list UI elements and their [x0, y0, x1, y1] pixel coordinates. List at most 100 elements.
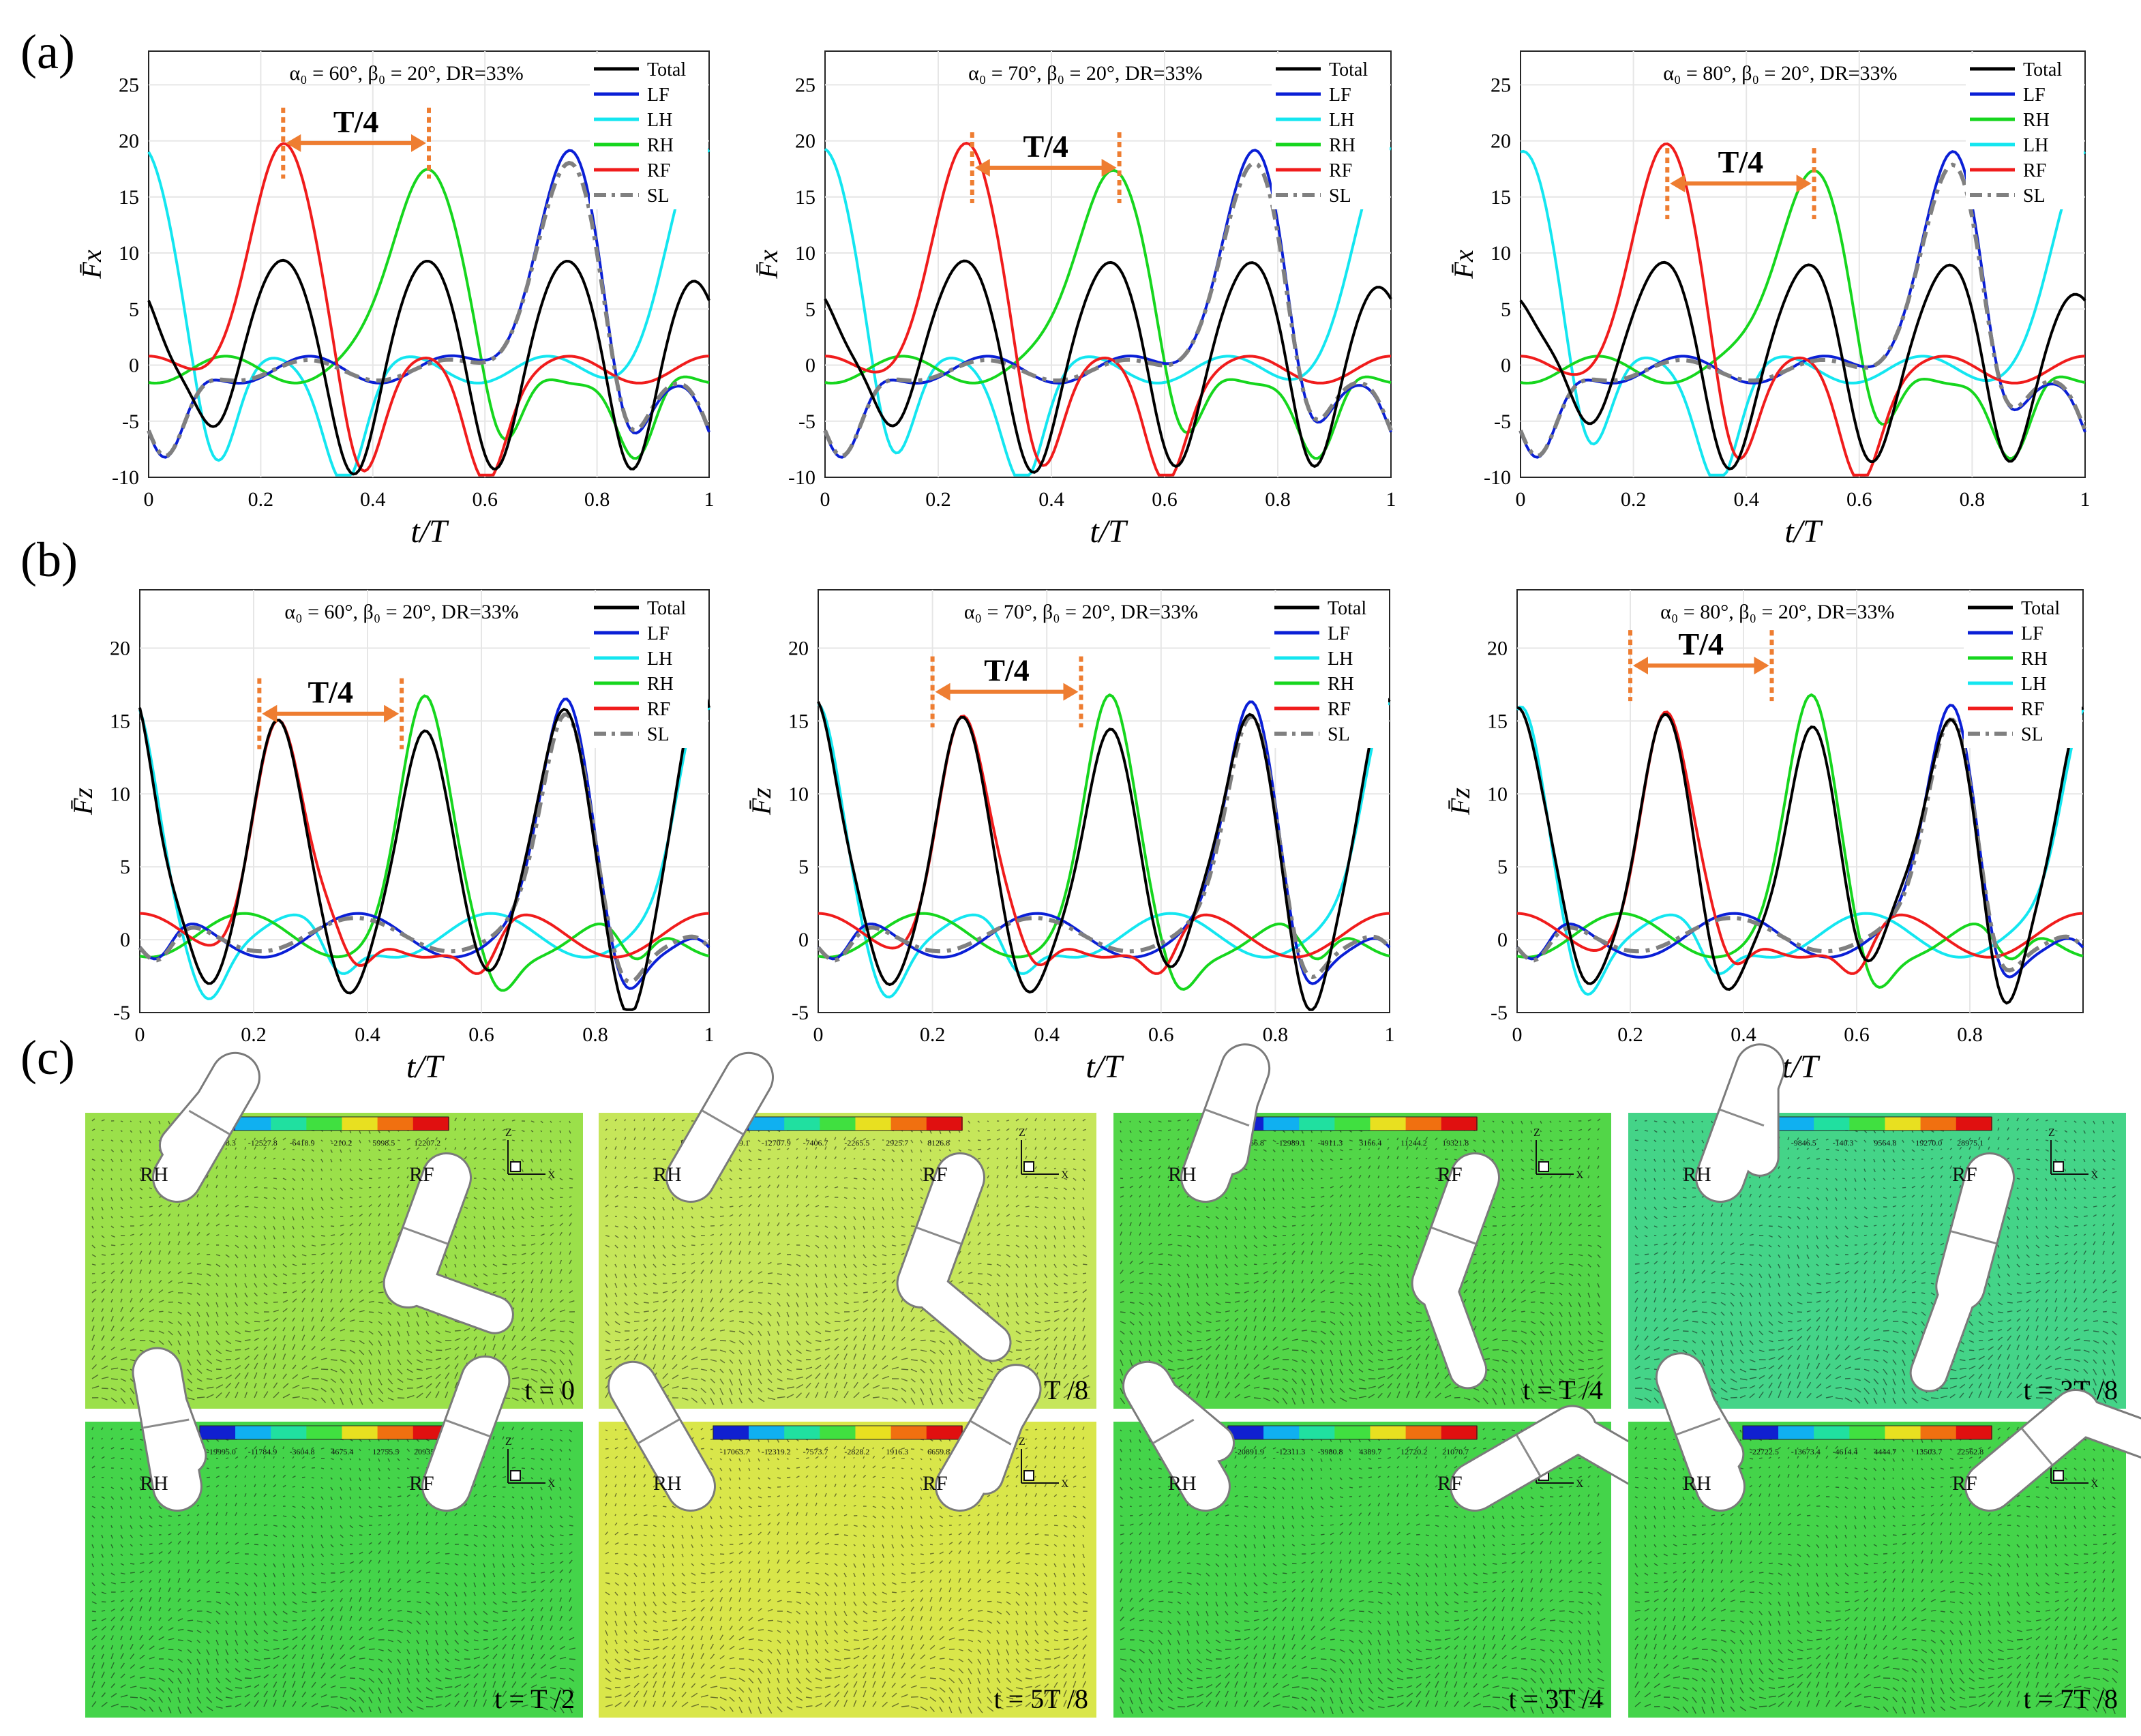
t4-arrowhead-left [974, 159, 990, 177]
x-tick-label: 1 [704, 1023, 715, 1046]
y-tick-label: 15 [119, 186, 139, 209]
flow-snapshots: P:-18838.3-12527.8-6418.9-210.25998.5122… [85, 1043, 2141, 1718]
y-tick-label: 10 [1487, 783, 1508, 805]
x-tick-label: 1 [2080, 488, 2091, 511]
colorbar-tick-label: 6659.8 [927, 1447, 950, 1456]
rf-leg-shank [2058, 1396, 2141, 1456]
x-tick-label: 0.8 [1265, 488, 1291, 511]
colorbar-tick-label: 12207.2 [414, 1138, 440, 1148]
series-rf-line [139, 719, 710, 975]
origin-box [510, 1161, 521, 1172]
legend-box [1272, 54, 1390, 209]
rf-leg-thigh [1413, 1154, 1498, 1307]
rh-leg-joint-line [1676, 1418, 1721, 1436]
x-axis-label: t/T [410, 513, 449, 550]
y-tick-label: 5 [129, 298, 139, 320]
x-axis-label: X [1061, 1169, 1069, 1181]
colorbar-tick-label: 9564.8 [1874, 1138, 1896, 1148]
x-axis-label: X [548, 1478, 556, 1490]
colorbar-tick-label: -210.2 [331, 1138, 352, 1148]
rf-leg-joint-line [403, 1227, 448, 1245]
colorbar-segment [1956, 1117, 1992, 1131]
x-axis-label: X [1576, 1169, 1584, 1181]
colorbar-segment [1441, 1117, 1478, 1131]
colorbar-tick-label: 5998.5 [372, 1138, 395, 1148]
z-axis-label: Z [1019, 1127, 1025, 1139]
y-axis-label: F̄z [68, 788, 98, 815]
y-tick-label: 5 [1501, 298, 1511, 320]
colorbar-segment [1778, 1117, 1815, 1131]
x-tick-label: 0.2 [1621, 488, 1647, 511]
leg-label-right: RF [1437, 1472, 1463, 1495]
t4-label: T/4 [1718, 145, 1763, 179]
colorbar-segment [1334, 1426, 1371, 1439]
x-tick-label: 0.6 [1152, 488, 1178, 511]
t4-arrowhead-left [286, 134, 301, 152]
colorbar-segment [342, 1117, 378, 1131]
origin-box [2053, 1161, 2064, 1172]
velocity-vectors [605, 1426, 1088, 1714]
t4-arrowhead-left [1670, 175, 1686, 193]
x-axis-label: t/T [406, 1049, 445, 1085]
y-tick-label: 20 [110, 638, 130, 660]
legend-entry: Total [1329, 59, 1368, 80]
colorbar-tick-label: -7406.7 [803, 1138, 828, 1148]
legend-entry: LF [2023, 85, 2046, 106]
colorbar-segment [1920, 1426, 1957, 1439]
leg-label-right: RF [409, 1472, 434, 1495]
leg-label-left: RH [653, 1472, 682, 1495]
colorbar-tick-label: 8126.8 [927, 1138, 950, 1148]
leg-label-right: RF [923, 1472, 948, 1495]
series-rf-line [1520, 142, 2086, 477]
x-tick-label: 0.2 [1617, 1023, 1643, 1046]
rh-leg-joint-line [1720, 1109, 1765, 1127]
colorbar-segment [1742, 1426, 1780, 1439]
legend-entry: RH [2023, 110, 2050, 131]
panel-label-a: (a) [20, 25, 75, 79]
y-tick-label: -5 [1494, 410, 1511, 433]
rf-leg-thigh [1452, 1407, 1596, 1510]
leg-label-right: RF [409, 1163, 434, 1186]
y-tick-label: 20 [788, 638, 809, 660]
colorbar-tick-label: 19321.8 [1442, 1138, 1469, 1148]
colorbar-segment [784, 1117, 821, 1131]
y-tick-label: 10 [119, 242, 139, 265]
origin-box [1023, 1470, 1034, 1481]
x-tick-label: 0 [813, 1023, 824, 1046]
colorbar-segment [1334, 1117, 1371, 1131]
chart-a2: 0 0.2 0.4 0.6 0.8 1 -10 -5 0 5 10 15 20 25 t/T F̄x T/4 α₀… [753, 50, 1396, 550]
x-tick-label: 0 [1512, 1023, 1523, 1046]
x-tick-label: 0 [135, 1023, 145, 1046]
rf-leg-thigh [1937, 1154, 2013, 1310]
panel-label-b: (b) [20, 533, 78, 587]
colorbar-segment [235, 1117, 272, 1131]
snapshot-3: P:-19559.8-9846.5-140.39564.819270.02897… [1628, 1043, 2126, 1409]
rf-leg-thigh [898, 1154, 983, 1307]
colorbar-segment [199, 1426, 237, 1439]
legend-entry: SL [647, 724, 670, 745]
rh-leg-shank [615, 1368, 695, 1480]
colorbar-segment [1885, 1426, 1921, 1439]
colorbar-segment [342, 1426, 378, 1439]
colorbar-tick-label: 1916.3 [886, 1447, 908, 1456]
legend-box [590, 593, 708, 748]
colorbar-tick-label: -6418.9 [290, 1138, 315, 1148]
series-sl-line [823, 161, 1393, 458]
colorbar-segment [1956, 1426, 1992, 1439]
x-axis-label: X [2091, 1169, 2099, 1181]
colorbar-tick-label: 12720.2 [1401, 1447, 1427, 1456]
t4-arrowhead-right [1796, 175, 1812, 193]
rh-leg-joint-line [1153, 1418, 1195, 1444]
colorbar-segment [1885, 1117, 1921, 1131]
colorbar-tick-label: 4389.7 [1359, 1447, 1381, 1456]
colorbar-segment [890, 1426, 927, 1439]
x-tick-label: 0.2 [920, 1023, 946, 1046]
series-total-line [138, 688, 710, 1011]
rf-leg-shank [391, 1266, 512, 1332]
y-tick-label: -10 [112, 466, 139, 489]
snapshot-time-label: t = T /4 [1523, 1375, 1603, 1405]
x-tick-label: 0.2 [248, 488, 274, 511]
y-tick-label: -10 [788, 466, 815, 489]
